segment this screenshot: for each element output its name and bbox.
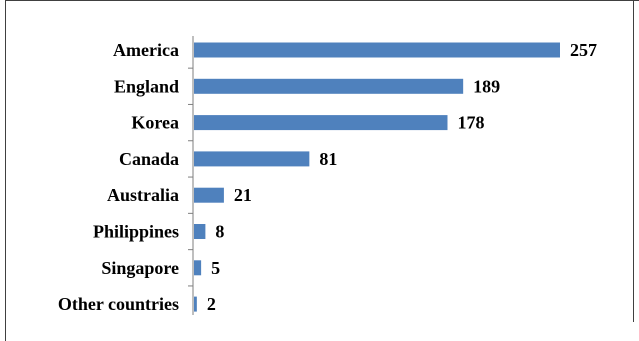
- bars: [194, 42, 560, 312]
- bar-singapore: [194, 260, 202, 276]
- category-labels: America England Korea Canada Australia Philip…: [58, 40, 179, 314]
- bar-other-countries: [194, 296, 197, 312]
- category-label: Canada: [119, 149, 179, 169]
- data-label: 21: [234, 185, 252, 205]
- category-label: Other countries: [58, 294, 179, 314]
- bar-korea: [194, 115, 448, 131]
- data-label: 189: [473, 76, 500, 96]
- category-axis: [188, 36, 194, 315]
- category-label: Australia: [107, 185, 179, 205]
- bar-canada: [194, 151, 310, 167]
- category-label: Korea: [131, 113, 179, 133]
- category-label: America: [113, 40, 179, 60]
- data-label: 81: [319, 149, 337, 169]
- bar-philippines: [194, 224, 206, 239]
- data-labels: 257 189 178 81 21 8 5 2: [207, 40, 597, 314]
- bar-america: [194, 42, 560, 58]
- category-label: England: [114, 76, 179, 96]
- data-label: 257: [570, 40, 597, 60]
- bar-australia: [194, 187, 224, 203]
- chart-border: [5, 0, 639, 341]
- data-label: 8: [215, 222, 224, 242]
- data-label: 2: [207, 294, 216, 314]
- category-label: Singapore: [101, 258, 179, 278]
- data-label: 5: [211, 258, 220, 278]
- bar-england: [194, 78, 464, 94]
- data-label: 178: [457, 113, 484, 133]
- category-label: Philippines: [93, 222, 179, 242]
